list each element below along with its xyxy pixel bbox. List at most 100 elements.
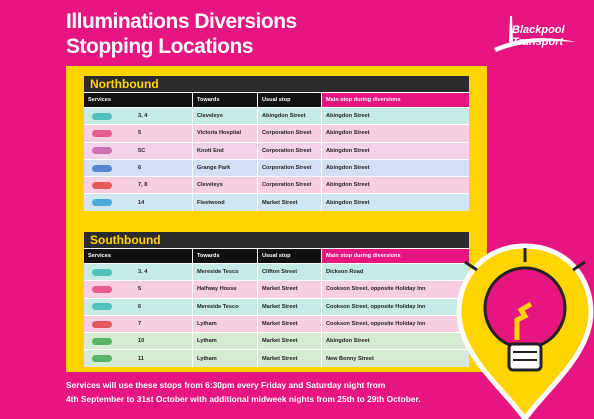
- table-row: 5C Knott End Corporation Street Abingdon St…: [84, 141, 469, 159]
- service-logo: [92, 112, 112, 120]
- cell: Lytham: [193, 333, 258, 350]
- table-row: 5 Victoria Hospital Corporation Street Abin…: [84, 124, 469, 142]
- cell: 7: [84, 315, 193, 333]
- column-header: Main stop during diversions: [322, 249, 469, 263]
- service-logo: [92, 164, 112, 172]
- cell: 5: [84, 125, 193, 142]
- cell: Corporation Street: [258, 159, 322, 177]
- service-logo: [92, 337, 112, 345]
- column-header: Usual stop: [258, 93, 322, 107]
- cell: Market Street: [258, 350, 322, 367]
- cell: Clifton Street: [258, 264, 322, 281]
- service-logo: [92, 181, 112, 189]
- cell: 7, 8: [84, 177, 193, 194]
- table-row: 7 Lytham Market Street Cookson Street, oppo…: [84, 314, 469, 333]
- cell: 10: [84, 333, 193, 350]
- service-number: 5: [138, 286, 142, 293]
- cell: Lytham: [193, 315, 258, 333]
- cell: Cookson Street, opposite Holiday Inn: [326, 286, 426, 293]
- cell: Market Street: [258, 333, 322, 350]
- panel: Northbound Services Towards Usual stop Main …: [66, 66, 487, 372]
- cell: Corporation Street: [258, 177, 322, 194]
- service-logo: [92, 199, 112, 207]
- cell: Abingdon Street: [326, 130, 370, 137]
- cell: Corporation Street: [258, 125, 322, 142]
- cell: Knott End: [193, 142, 258, 159]
- cell: Cookson Street, opposite Holiday Inn: [326, 321, 426, 328]
- timetable: Southbound Services Towards Usual stop Main …: [84, 232, 469, 367]
- cell: Abingdon Street: [326, 182, 370, 189]
- service-logo: [92, 147, 112, 155]
- column-header: Usual stop: [258, 249, 322, 263]
- column-header: Main stop during diversions: [322, 93, 469, 107]
- table-row: 6 Mereside Tesco Market Street Cookson Stre…: [84, 297, 469, 315]
- column-header: Services: [84, 249, 193, 263]
- cell: Abingdon Street: [326, 113, 370, 120]
- cell: Fleetwood: [193, 194, 258, 211]
- header-row: Services Towards Usual stop Main stop durin…: [84, 248, 469, 263]
- header-row: Services Towards Usual stop Main stop durin…: [84, 92, 469, 107]
- logo-text: Blackpool: [512, 24, 565, 36]
- footer-line: Services will use these stops from 6:30p…: [66, 380, 386, 390]
- title-line: Stopping Locations: [66, 35, 253, 58]
- cell: Abingdon Street: [258, 108, 322, 125]
- cell: 3, 4: [84, 264, 193, 281]
- table-row: 7, 8 Cleveleys Corporation Street Abingdon …: [84, 176, 469, 194]
- cell: Cookson Street, opposite Holiday Inn: [326, 303, 426, 310]
- table-row: 5 Halfway House Market Street Cookson Stree…: [84, 280, 469, 298]
- cell: Market Street: [258, 281, 322, 298]
- service-number: 5C: [138, 147, 146, 154]
- service-logo: [92, 303, 112, 311]
- cell: Abingdon Street: [326, 199, 370, 206]
- cell: Abingdon Street: [326, 147, 370, 154]
- title-line: Illuminations Diversions: [66, 10, 297, 33]
- table-row: 3, 4 Cleveleys Abingdon Street Abingdon Str…: [84, 107, 469, 125]
- cell: 3, 4: [84, 108, 193, 125]
- table-row: 14 Fleetwood Market Street Abingdon Street: [84, 193, 469, 211]
- logo-text: Transport: [512, 36, 564, 48]
- service-logo: [92, 320, 112, 328]
- cell: Mereside Tesco: [193, 264, 258, 281]
- table-row: 6 Grange Park Corporation Street Abingdon S…: [84, 158, 469, 177]
- cell: Lytham: [193, 350, 258, 367]
- cell: Halfway House: [193, 281, 258, 298]
- cell: Market Street: [258, 298, 322, 315]
- service-number: 7, 8: [138, 182, 148, 189]
- timetable: Northbound Services Towards Usual stop Main …: [84, 76, 469, 211]
- service-number: 10: [138, 338, 145, 345]
- bulb-illustration: [456, 243, 594, 419]
- table-title: Northbound: [84, 76, 469, 92]
- cell: Abingdon Street: [326, 165, 370, 172]
- cell: 11: [84, 350, 193, 367]
- cell: 6: [84, 159, 193, 177]
- service-number: 6: [138, 303, 142, 310]
- cell: Cleveleys: [193, 177, 258, 194]
- cell: Dickson Road: [326, 269, 364, 276]
- service-number: 11: [138, 355, 144, 362]
- table-title: Southbound: [84, 232, 469, 248]
- column-header: Towards: [193, 249, 258, 263]
- service-logo: [92, 285, 112, 293]
- service-number: 7: [138, 321, 142, 328]
- cell: 5C: [84, 142, 193, 159]
- service-number: 14: [138, 199, 145, 206]
- cell: Victoria Hospital: [193, 125, 258, 142]
- logo-mark: [494, 16, 576, 52]
- service-logo: [92, 355, 112, 363]
- service-logo: [92, 268, 112, 276]
- cell: Market Street: [258, 315, 322, 333]
- column-header: Services: [84, 93, 193, 107]
- cell: Cleveleys: [193, 108, 258, 125]
- column-header: Towards: [193, 93, 258, 107]
- cell: Grange Park: [193, 159, 258, 177]
- table-row: 10 Lytham Market Street Abingdon Street: [84, 332, 469, 350]
- service-logo: [92, 129, 112, 137]
- service-number: 6: [138, 165, 142, 172]
- cell: Abingdon Street: [326, 338, 370, 345]
- cell: 14: [84, 194, 193, 211]
- service-number: 3, 4: [138, 113, 148, 120]
- cell: 6: [84, 298, 193, 315]
- cell: Mereside Tesco: [193, 298, 258, 315]
- cell: Market Street: [258, 194, 322, 211]
